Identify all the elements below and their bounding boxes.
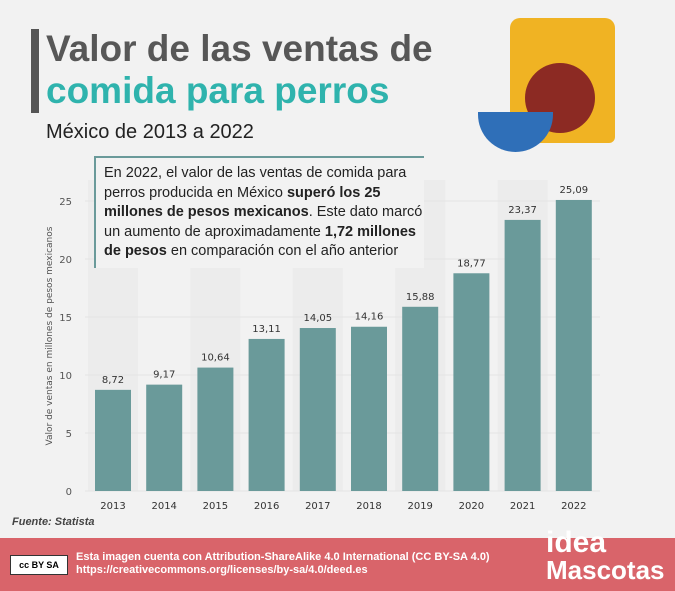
dog-bowl-illustration bbox=[478, 112, 553, 152]
x-tick-label: 2017 bbox=[305, 501, 330, 512]
y-tick-label: 5 bbox=[66, 429, 72, 440]
data-label: 10,64 bbox=[201, 353, 230, 364]
data-label: 23,37 bbox=[508, 205, 537, 216]
license-link[interactable]: https://creativecommons.org/licenses/by-… bbox=[76, 564, 368, 576]
source: Fuente: Statista bbox=[12, 516, 95, 528]
title-accent bbox=[31, 29, 39, 113]
cc-license-badge[interactable]: cc BY SA bbox=[10, 555, 68, 575]
bar-2020 bbox=[453, 273, 490, 491]
data-label: 18,77 bbox=[457, 258, 486, 269]
y-tick-label: 20 bbox=[59, 255, 72, 266]
license-text: Esta imagen cuenta con Attribution-Share… bbox=[76, 551, 490, 576]
data-label: 14,16 bbox=[355, 312, 384, 323]
y-tick-label: 0 bbox=[66, 487, 72, 498]
data-label: 15,88 bbox=[406, 292, 435, 303]
data-label: 9,17 bbox=[153, 370, 175, 381]
footer: cc BY SA Esta imagen cuenta con Attribut… bbox=[0, 528, 675, 591]
y-tick-label: 25 bbox=[59, 197, 72, 208]
annotation-note: En 2022, el valor de las ventas de comid… bbox=[94, 156, 424, 268]
y-tick-label: 15 bbox=[59, 313, 72, 324]
bar-2017 bbox=[299, 328, 336, 491]
data-label: 8,72 bbox=[102, 375, 124, 386]
title-line2: comida para perros bbox=[46, 70, 390, 111]
x-tick-label: 2022 bbox=[561, 501, 586, 512]
y-tick-label: 10 bbox=[59, 371, 72, 382]
x-tick-label: 2018 bbox=[356, 501, 381, 512]
data-label: 25,09 bbox=[559, 185, 588, 196]
bar-2014 bbox=[146, 384, 183, 491]
x-tick-label: 2021 bbox=[510, 501, 535, 512]
bar-2015 bbox=[197, 367, 234, 491]
bar-2022 bbox=[555, 199, 592, 491]
x-tick-label: 2015 bbox=[203, 501, 228, 512]
bar-2021 bbox=[504, 219, 541, 491]
data-label: 13,11 bbox=[252, 324, 281, 335]
bar-2016 bbox=[248, 338, 285, 491]
x-tick-label: 2019 bbox=[407, 501, 432, 512]
subtitle: México de 2013 a 2022 bbox=[46, 121, 254, 143]
x-tick-label: 2013 bbox=[100, 501, 125, 512]
title-line1: Valor de las ventas de bbox=[46, 28, 433, 69]
bar-2018 bbox=[351, 326, 387, 491]
x-tick-label: 2016 bbox=[254, 501, 279, 512]
x-tick-label: 2020 bbox=[459, 501, 484, 512]
bar-2013 bbox=[95, 389, 131, 491]
x-tick-label: 2014 bbox=[151, 501, 176, 512]
brand-logo: idea Mascotas bbox=[546, 526, 665, 585]
data-label: 14,05 bbox=[303, 313, 332, 324]
bar-2019 bbox=[402, 306, 439, 491]
y-axis-label: Valor de ventas en millones de pesos mex… bbox=[45, 226, 55, 445]
